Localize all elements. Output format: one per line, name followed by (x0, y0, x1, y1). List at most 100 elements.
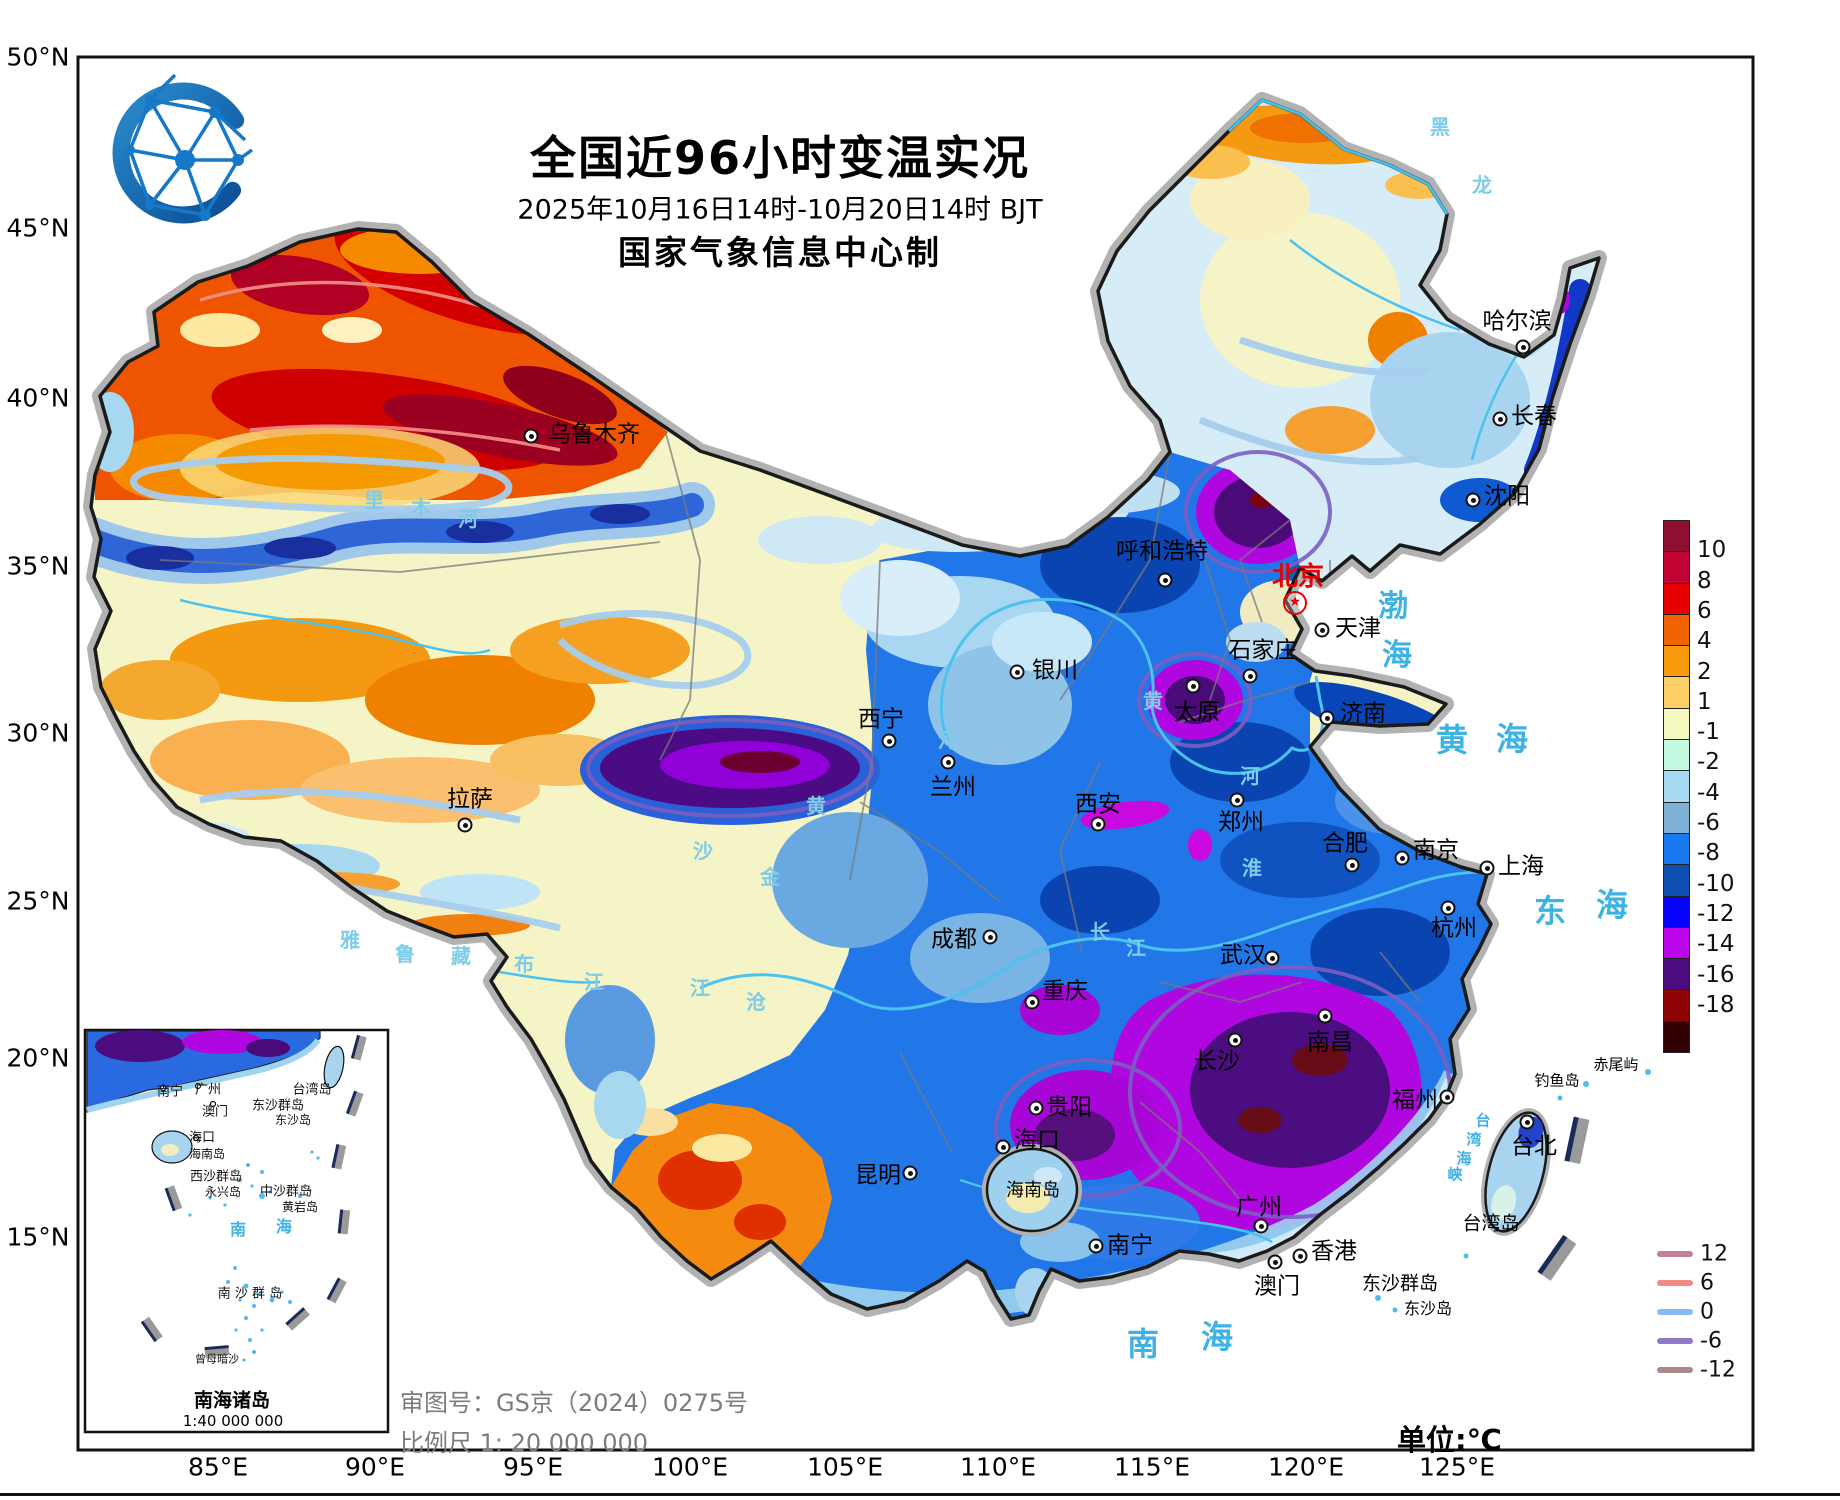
lat-axis-label: 25°N (6, 886, 70, 916)
isoline-swatch (1657, 1251, 1693, 1257)
inset-title: 南海诸岛 (193, 1389, 271, 1412)
city-marker (1009, 664, 1025, 680)
isoline-value: 0 (1700, 1299, 1714, 1325)
inset-label: 台湾岛 (292, 1082, 332, 1098)
sea-label: 东 (1533, 892, 1567, 930)
river-label: 龙 (1472, 173, 1492, 197)
river-label: 江 (1126, 936, 1146, 960)
legend-band-value: 8 (1697, 567, 1712, 594)
city-label: 武汉 (1220, 942, 1266, 969)
legend-band-swatch (1663, 582, 1690, 614)
city-marker (902, 1165, 918, 1181)
lon-axis-label: 90°E (344, 1452, 406, 1482)
city-marker (881, 733, 897, 749)
inset-label: 海 (275, 1217, 293, 1236)
legend-band-value: -18 (1697, 991, 1735, 1018)
lat-axis-label: 40°N (6, 383, 70, 413)
river-label: 黑 (1430, 115, 1450, 139)
city-label: 南昌 (1307, 1029, 1353, 1056)
legend-band-swatch (1663, 958, 1690, 990)
sea-label: 黄 (1435, 721, 1469, 759)
city-label: 福州 (1392, 1087, 1438, 1114)
inset-label: 南 沙 群 岛 (217, 1286, 283, 1302)
city-label: 石家庄 (1228, 637, 1298, 664)
lat-axis-label: 20°N (6, 1043, 70, 1073)
city-label: 昆明 (855, 1162, 901, 1189)
legend-band-value: -1 (1697, 719, 1720, 746)
city-marker (982, 929, 998, 945)
inset-label: 南 (229, 1220, 247, 1239)
lon-axis-label: 85°E (187, 1452, 249, 1482)
city-marker (1028, 1100, 1044, 1116)
river-label: 木 (411, 495, 431, 519)
city-marker (1264, 950, 1280, 966)
city-label: 长沙 (1194, 1048, 1240, 1075)
legend-band-swatch (1663, 801, 1690, 833)
inset-label: 东沙岛 (274, 1113, 312, 1127)
maritime-boundary-bars (1537, 1116, 1590, 1281)
isoline-swatch (1657, 1338, 1693, 1344)
map-scale: 比例尺 1: 20 000 000 (400, 1429, 649, 1457)
river-label: 沙 (693, 839, 713, 863)
inset-label: 黄岩岛 (281, 1200, 319, 1214)
city-marker (1394, 850, 1410, 866)
inset-label: 永兴岛 (204, 1185, 242, 1199)
city-label: 哈尔滨 (1482, 308, 1552, 335)
city-marker (1292, 1248, 1308, 1264)
city-marker (1227, 1032, 1243, 1048)
city-marker (1317, 1008, 1333, 1024)
city-marker (1253, 1218, 1269, 1234)
city-marker (1024, 994, 1040, 1010)
city-label: 成都 (931, 926, 977, 953)
river-label: 淮 (1242, 856, 1262, 880)
city-marker (1319, 710, 1335, 726)
inset-label: 东沙群岛 (251, 1098, 305, 1114)
legend-band-value: -8 (1697, 840, 1720, 867)
sea-label: 海 (1200, 1318, 1234, 1356)
city-marker (1519, 1114, 1535, 1130)
river-label: 鲁 (395, 942, 415, 966)
legend-band-value: -10 (1697, 870, 1735, 897)
city-label: 呼和浩特 (1116, 538, 1208, 565)
map-frame (76, 55, 1755, 1452)
river-label: 黄 (1143, 689, 1163, 713)
lon-axis-label: 120°E (1267, 1452, 1345, 1482)
inset-label: 澳门 (201, 1104, 229, 1120)
legend-band-swatch (1663, 926, 1690, 959)
legend-band-value: 1 (1697, 688, 1712, 715)
city-label: 台北 (1511, 1133, 1557, 1160)
strait-label: 台 (1475, 1111, 1491, 1130)
legend-band-value: 6 (1697, 597, 1712, 624)
inset-south-china-sea (83, 1028, 390, 1434)
city-marker (1242, 668, 1258, 684)
city-marker (523, 428, 539, 444)
legend-band-value: 10 (1697, 537, 1727, 564)
city-label: 西安 (1075, 791, 1121, 818)
legend-band-swatch (1663, 1020, 1690, 1054)
legend-band-swatch (1663, 989, 1690, 1021)
city-marker (1465, 492, 1481, 508)
inset-label: 海口 (188, 1130, 216, 1146)
legend-band-swatch (1663, 739, 1690, 771)
city-label: 合肥 (1322, 830, 1368, 857)
river-label: 藏 (451, 944, 471, 968)
city-label: 杭州 (1431, 915, 1477, 942)
inset-scale: 1:40 000 000 (182, 1412, 284, 1430)
lat-axis-label: 15°N (6, 1222, 70, 1252)
legend-band-value: -6 (1697, 810, 1720, 836)
legend-band-swatch (1663, 770, 1690, 802)
river-label: 河 (1240, 764, 1260, 788)
city-label: 济南 (1340, 700, 1386, 727)
lat-axis-label: 45°N (6, 213, 70, 243)
legend-band-swatch (1663, 895, 1690, 927)
nmic-logo (112, 73, 254, 224)
city-label: 上海 (1498, 853, 1544, 880)
river-label: 金 (760, 865, 780, 889)
city-marker (1267, 1254, 1283, 1270)
island-label: 钓鱼岛 (1534, 1071, 1580, 1090)
city-label: 澳门 (1254, 1273, 1300, 1300)
lon-axis-label: 100°E (651, 1452, 729, 1482)
isoline-swatch (1657, 1280, 1693, 1286)
isoline-value: -6 (1700, 1328, 1722, 1354)
